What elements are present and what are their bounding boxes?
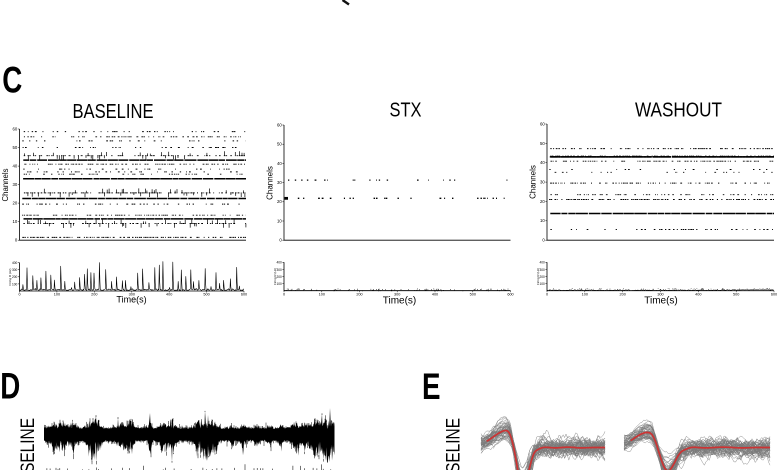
svg-text:500: 500: [733, 293, 739, 297]
svg-text:BASELINE: BASELINE: [73, 101, 154, 123]
svg-text:400: 400: [12, 261, 18, 265]
svg-text:0: 0: [18, 293, 20, 297]
svg-text:40: 40: [540, 160, 545, 165]
svg-text:30: 30: [277, 180, 282, 185]
svg-text:100: 100: [12, 282, 18, 286]
svg-text:100: 100: [319, 293, 325, 297]
svg-text:100: 100: [276, 282, 282, 286]
svg-text:0: 0: [546, 293, 548, 297]
svg-text:60: 60: [540, 121, 545, 126]
svg-text:10: 10: [540, 218, 545, 223]
svg-text:30: 30: [13, 182, 18, 187]
svg-text:BASELINE: BASELINE: [17, 418, 39, 470]
svg-text:200: 200: [12, 275, 18, 279]
svg-text:Firing R (Hz): Firing R (Hz): [273, 268, 277, 285]
svg-text:BASELINE: BASELINE: [442, 418, 464, 470]
svg-text:Time(s): Time(s): [383, 296, 417, 307]
svg-text:200: 200: [91, 293, 97, 297]
svg-text:30: 30: [540, 180, 545, 185]
svg-text:50: 50: [540, 141, 545, 146]
svg-text:300: 300: [276, 268, 282, 272]
svg-text:600: 600: [241, 293, 247, 297]
svg-text:20: 20: [540, 199, 545, 204]
svg-text:300: 300: [657, 293, 663, 297]
svg-text:300: 300: [394, 293, 400, 297]
svg-text:0: 0: [283, 293, 285, 297]
svg-text:0: 0: [15, 238, 18, 243]
svg-text:D: D: [0, 364, 20, 406]
svg-text:300: 300: [129, 293, 135, 297]
svg-text:Time(s): Time(s): [116, 295, 146, 305]
svg-text:400: 400: [166, 293, 172, 297]
svg-text:Time(s): Time(s): [644, 296, 678, 307]
svg-text:WASHOUT: WASHOUT: [635, 100, 722, 122]
svg-text:40: 40: [13, 164, 18, 169]
svg-text:300: 300: [12, 268, 18, 272]
svg-text:400: 400: [432, 293, 438, 297]
svg-text:Firing R (Hz): Firing R (Hz): [8, 268, 12, 285]
svg-text:400: 400: [539, 261, 545, 265]
svg-text:Channels: Channels: [1, 168, 10, 201]
svg-text:500: 500: [203, 293, 209, 297]
svg-text:300: 300: [539, 268, 545, 272]
svg-text:60: 60: [13, 126, 18, 131]
svg-text:0: 0: [279, 238, 282, 243]
svg-text:200: 200: [620, 293, 626, 297]
svg-text:20: 20: [277, 199, 282, 204]
svg-text:Channels: Channels: [529, 165, 538, 199]
svg-text:0: 0: [542, 238, 545, 243]
svg-text:200: 200: [539, 275, 545, 279]
svg-text:STX: STX: [390, 100, 422, 122]
svg-text:20: 20: [13, 201, 18, 206]
svg-text:500: 500: [470, 293, 476, 297]
svg-text:400: 400: [276, 261, 282, 265]
svg-text:E: E: [422, 365, 441, 407]
svg-text:100: 100: [54, 293, 60, 297]
svg-text:Firing R (Hz): Firing R (Hz): [536, 268, 540, 285]
svg-text:200: 200: [276, 275, 282, 279]
svg-text:400: 400: [695, 293, 701, 297]
svg-text:10: 10: [13, 219, 18, 224]
svg-text:10: 10: [277, 218, 282, 223]
svg-text:600: 600: [507, 293, 513, 297]
svg-text:Channels: Channels: [266, 166, 275, 200]
svg-text:40: 40: [277, 161, 282, 166]
svg-text:600: 600: [771, 293, 777, 297]
svg-text:50: 50: [277, 142, 282, 147]
svg-text:C: C: [2, 58, 22, 100]
svg-text:50: 50: [13, 145, 18, 150]
svg-text:100: 100: [582, 293, 588, 297]
svg-text:60: 60: [277, 122, 282, 127]
svg-text:200: 200: [356, 293, 362, 297]
svg-text:100: 100: [539, 282, 545, 286]
